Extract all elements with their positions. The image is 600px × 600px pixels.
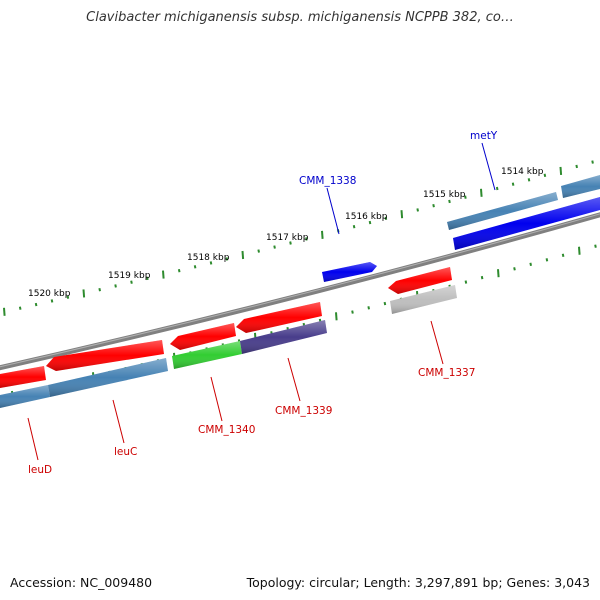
upper-track-tick [448,199,451,204]
scale-label-1516: 1516 kbp [345,212,388,222]
upper-track-tick [130,280,133,284]
upper-tick-track [3,160,594,316]
upper-track-tick [193,265,197,269]
lower-track-tick [497,269,500,278]
upper-track-tick [559,166,563,176]
upper-track-tick [305,237,308,241]
gene-label-mety[interactable]: metY [470,130,498,142]
lower-track-tick [578,246,581,255]
gene-leud[interactable] [0,366,46,388]
upper-track-tick [177,268,181,273]
gene-cmm-1337-red[interactable] [388,267,452,294]
gene-label-cmm-1339[interactable]: CMM_1339 [275,405,332,417]
leader-cmm-1338 [326,187,340,235]
genome-backbone-highlight [0,213,600,368]
lower-track-tick [545,258,549,262]
upper-track-tick [82,289,86,298]
gene-mety-forward[interactable] [453,197,600,250]
gene-leuc-strip[interactable] [48,358,168,397]
map-title: Clavibacter michiganensis subsp. michiga… [86,10,514,25]
topology-summary: Topology: circular; Length: 3,297,891 bp… [246,575,590,590]
upper-track-tick [464,195,467,199]
upper-track-tick [591,160,594,164]
upper-track-tick [146,276,149,281]
gene-label-cmm-1337[interactable]: CMM_1337 [418,367,475,379]
gene-label-leud[interactable]: leuD [28,464,52,476]
scale-label-1514: 1514 kbp [501,167,544,177]
gene-label-leuc[interactable]: leuC [114,446,137,458]
upper-track-tick [257,249,260,253]
upper-track-tick [162,270,165,279]
upper-track-tick [34,302,38,307]
leader-leud [27,417,39,461]
scale-label-1515: 1515 kbp [423,190,466,200]
upper-track-tick [225,257,229,261]
reverse-strand-genes [0,267,457,408]
gene-label-cmm-1338[interactable]: CMM_1338 [299,175,356,187]
lower-track-tick [335,312,338,321]
upper-track-tick [98,288,101,292]
label-leader-lines [27,142,496,461]
gene-cmm-1339-red[interactable] [236,302,322,333]
gene-leud-strip[interactable] [0,385,50,408]
lower-track-tick [383,301,387,306]
lower-track-tick [367,306,370,310]
upper-track-tick [3,307,6,316]
lower-track-tick [513,267,516,271]
gene-labels: metY CMM_1338 CMM_1337 CMM_1339 CMM_1340 leuC… [28,130,498,476]
upper-track-tick [480,188,483,197]
upper-track-tick [543,173,547,178]
gene-leuc[interactable] [46,340,164,371]
scale-label-1517: 1517 kbp [266,233,309,243]
upper-track-tick [432,204,435,208]
upper-track-tick [321,230,324,239]
gene-mety-strip[interactable] [447,192,558,230]
genome-backbone [0,212,600,371]
upper-track-tick [384,216,388,221]
lower-track-tick [351,310,354,314]
lower-track-tick [464,280,468,284]
upper-track-tick [495,186,499,191]
gene-upper-right-strip[interactable] [561,175,600,198]
upper-track-tick [66,295,70,299]
lower-track-tick [529,262,532,266]
upper-track-tick [352,224,356,229]
lower-track-tick [561,253,565,257]
accession-text: Accession: NC_009480 [10,575,153,590]
scale-labels: 1514 kbp 1515 kbp 1516 kbp 1517 kbp 1518 kbp… [28,167,544,299]
gene-cmm-1339-strip[interactable] [240,320,327,354]
forward-strand-genes [322,175,600,282]
upper-track-tick [416,208,419,212]
upper-track-tick [50,299,54,303]
upper-track-tick [527,178,531,182]
upper-track-tick [18,306,22,310]
scale-label-1520: 1520 kbp [28,289,71,299]
upper-track-tick [241,250,245,260]
leader-cmm-1339 [287,357,301,402]
leader-mety [481,142,496,191]
leader-cmm-1340 [210,376,223,422]
gene-cmm-1337-strip[interactable] [390,285,457,314]
gene-cmm-1340-strip[interactable] [172,341,242,369]
upper-track-tick [273,245,276,249]
gene-label-cmm-1340[interactable]: CMM_1340 [198,424,255,436]
upper-track-tick [114,284,117,288]
gene-cmm-1340-red[interactable] [170,323,236,350]
lower-track-tick [480,275,484,280]
leader-leuc [112,399,125,444]
scale-label-1519: 1519 kbp [108,271,151,281]
upper-track-tick [368,220,372,225]
upper-track-tick [511,182,515,186]
upper-track-tick [289,241,292,245]
leader-cmm-1337 [430,320,444,365]
gene-cmm-1338[interactable] [322,262,377,282]
lower-track-tick [594,244,597,248]
scale-label-1518: 1518 kbp [187,253,230,263]
upper-track-tick [575,164,578,169]
upper-track-tick [209,261,213,265]
upper-track-tick [400,210,404,219]
